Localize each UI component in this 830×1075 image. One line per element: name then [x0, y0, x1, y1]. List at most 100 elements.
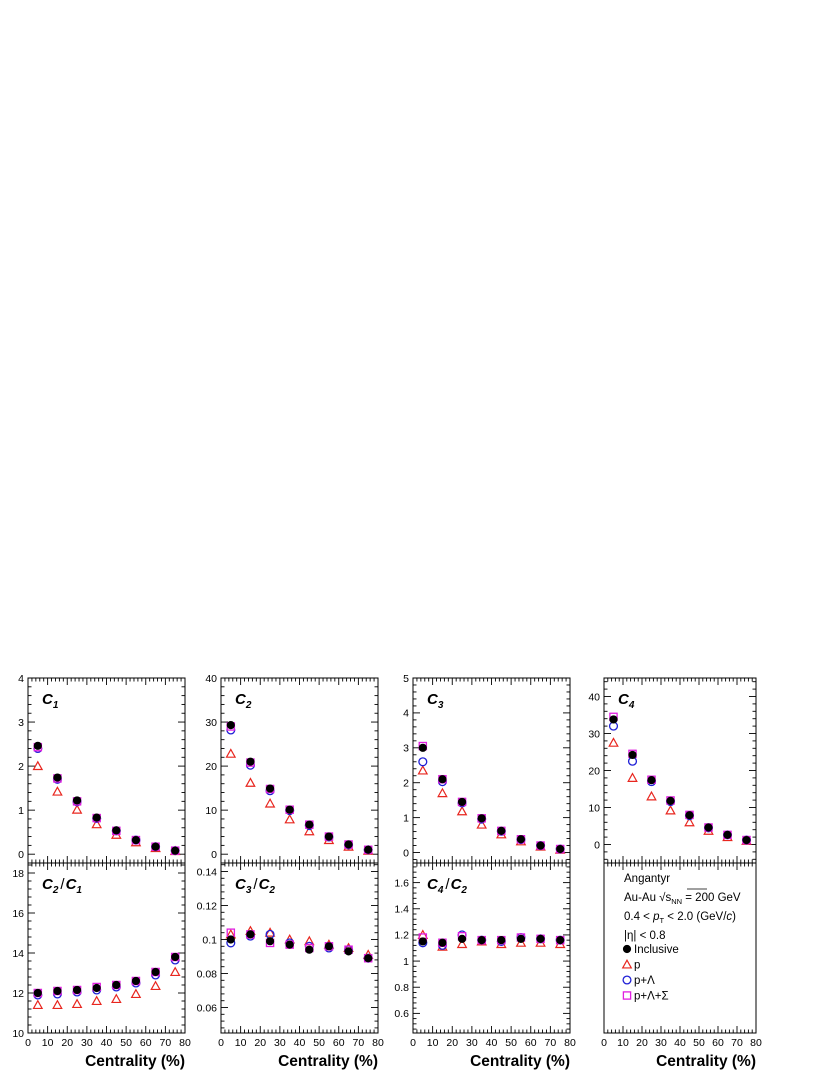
y-tick-label: 0.12 — [197, 900, 218, 912]
data-point-filled-circle — [246, 757, 255, 766]
data-point-filled-circle — [704, 823, 713, 832]
panel-label: C4 — [618, 691, 635, 711]
x-tick-label: 10 — [427, 1037, 439, 1049]
data-point-triangle — [32, 999, 44, 1010]
x-tick-label: 20 — [446, 1037, 458, 1049]
data-point-filled-circle — [265, 784, 275, 793]
data-point-filled-circle — [666, 796, 675, 805]
x-tick-label: 40 — [101, 1037, 113, 1049]
data-point-triangle — [225, 748, 237, 758]
data-point-triangle — [52, 786, 63, 796]
y-tick-label: 0.8 — [394, 982, 409, 994]
y-tick-label: 0.6 — [394, 1008, 409, 1020]
x-tick-label: 70 — [353, 1037, 365, 1049]
data-point-filled-circle — [324, 832, 334, 841]
data-point-triangle — [52, 999, 63, 1010]
legend-marker-circle — [622, 975, 632, 985]
y-tick-label: 12 — [12, 988, 24, 1000]
data-point-filled-circle — [516, 835, 526, 844]
data-point-filled-circle — [536, 934, 545, 943]
legend-title: Angantyr — [624, 873, 670, 885]
data-point-filled-circle — [226, 721, 235, 730]
data-point-triangle — [284, 813, 296, 824]
y-tick-label: 30 — [588, 728, 600, 740]
y-tick-label: 0.08 — [197, 968, 218, 980]
x-tick-label: 50 — [120, 1037, 132, 1049]
data-point-triangle — [437, 787, 448, 798]
data-point-triangle — [417, 764, 429, 775]
x-tick-label: 30 — [655, 1037, 667, 1049]
y-tick-label: 3 — [18, 717, 24, 729]
x-axis-title: Centrality (%) — [656, 1053, 756, 1070]
data-point-filled-circle — [112, 980, 121, 990]
data-point-filled-circle — [33, 988, 42, 998]
y-tick-label: 16 — [12, 908, 24, 920]
data-point-filled-circle — [497, 826, 506, 835]
x-tick-label: 0 — [218, 1037, 224, 1049]
y-tick-label: 1 — [403, 812, 409, 824]
panel-label: C4/C2 — [427, 876, 467, 896]
data-point-triangle — [665, 804, 676, 815]
x-tick-label: 30 — [81, 1037, 93, 1049]
panel-8: 0 10 20 30 40 50 60 70 80 Centrality (%) — [601, 862, 762, 1070]
y-tick-label: 2 — [403, 778, 409, 790]
data-point-filled-circle — [305, 820, 314, 829]
legend-entries: Inclusive p p+Λ p+Λ+Σ — [621, 944, 679, 1003]
data-point-filled-circle — [324, 942, 334, 951]
x-tick-label: 70 — [731, 1037, 743, 1049]
data-point-filled-circle — [305, 945, 314, 954]
legend-entry-label: p — [634, 960, 640, 972]
data-point-filled-circle — [112, 826, 121, 835]
data-point-filled-circle — [151, 967, 160, 977]
legend-entry-label: Inclusive — [634, 944, 679, 956]
panel-6: 0 10 20 30 40 50 60 70 80 Centrality (%) 0.06 0.08 0… — [197, 862, 384, 1070]
panel-label: C3 — [427, 691, 444, 711]
y-tick-label: 14 — [12, 948, 24, 960]
y-tick-label: 40 — [588, 691, 600, 703]
y-tick-label: 0.1 — [202, 934, 217, 946]
x-tick-label: 70 — [545, 1037, 557, 1049]
data-point-filled-circle — [685, 811, 694, 820]
y-tick-label: 0.06 — [197, 1002, 218, 1014]
x-tick-label: 20 — [636, 1037, 648, 1049]
data-point-triangle — [684, 816, 695, 827]
panel-2: 0 10 20 30 40 C2 — [205, 673, 379, 864]
panel-label: C3/C2 — [235, 876, 275, 896]
x-tick-label: 50 — [505, 1037, 517, 1049]
y-tick-label: 5 — [403, 673, 409, 685]
data-point-filled-circle — [457, 797, 467, 807]
y-tick-label: 10 — [588, 802, 600, 814]
data-point-triangle — [608, 737, 619, 747]
panel-4: 0 10 20 30 40 C4 — [588, 677, 757, 864]
data-point-circle — [418, 757, 428, 767]
data-point-filled-circle — [628, 750, 637, 760]
x-tick-label: 20 — [254, 1037, 266, 1049]
legend-pt-range: 0.4 < pT < 2.0 (GeV/c) — [624, 911, 736, 925]
legend-system: Au-Au √sNN = 200 GeV — [624, 891, 741, 906]
x-tick-label: 30 — [466, 1037, 478, 1049]
x-tick-label: 60 — [333, 1037, 345, 1049]
data-point-filled-circle — [477, 814, 486, 823]
data-point-filled-circle — [609, 715, 618, 724]
x-tick-label: 10 — [617, 1037, 629, 1049]
y-tick-label: 1.6 — [394, 877, 409, 889]
data-point-filled-circle — [53, 773, 62, 782]
data-point-filled-circle — [285, 940, 294, 949]
x-axis-title: Centrality (%) — [278, 1053, 378, 1070]
panel-label: C1 — [42, 691, 59, 711]
y-tick-label: 20 — [205, 761, 217, 773]
data-point-filled-circle — [246, 930, 255, 939]
data-point-triangle — [245, 777, 256, 787]
data-point-triangle — [169, 966, 181, 977]
x-tick-label: 0 — [601, 1037, 607, 1049]
x-tick-label: 10 — [42, 1037, 54, 1049]
y-tick-label: 0 — [211, 849, 217, 861]
data-point-filled-circle — [131, 976, 141, 986]
data-point-triangle — [91, 818, 103, 829]
legend-marker-triangle — [621, 958, 633, 969]
data-point-filled-circle — [647, 776, 656, 785]
data-point-filled-circle — [536, 841, 545, 850]
data-point-filled-circle — [344, 840, 353, 849]
